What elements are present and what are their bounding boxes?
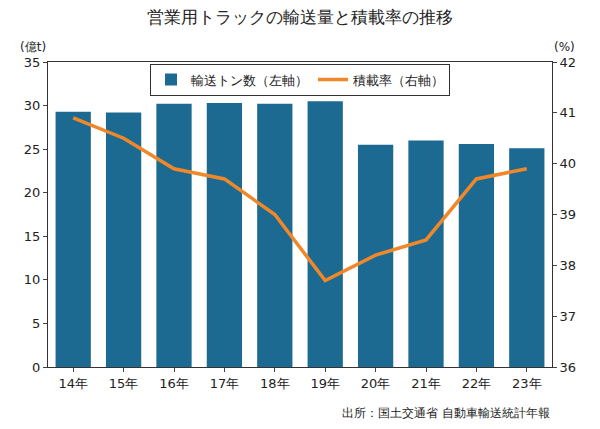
svg-text:40: 40 xyxy=(560,156,577,171)
svg-text:15年: 15年 xyxy=(109,376,139,391)
svg-text:積載率（右軸）: 積載率（右軸） xyxy=(353,73,444,88)
svg-text:39: 39 xyxy=(560,207,577,222)
svg-text:10: 10 xyxy=(24,272,41,287)
svg-text:20年: 20年 xyxy=(361,376,391,391)
svg-text:15: 15 xyxy=(24,229,41,244)
svg-text:38: 38 xyxy=(560,258,577,273)
svg-text:25: 25 xyxy=(24,142,41,157)
svg-text:19年: 19年 xyxy=(310,376,340,391)
svg-text:5: 5 xyxy=(32,316,40,331)
svg-text:18年: 18年 xyxy=(260,376,290,391)
svg-text:23年: 23年 xyxy=(512,376,542,391)
svg-text:14年: 14年 xyxy=(58,376,88,391)
svg-text:36: 36 xyxy=(560,360,577,375)
svg-text:(%): (%) xyxy=(554,40,575,54)
svg-text:20: 20 xyxy=(24,185,41,200)
svg-text:(億t): (億t) xyxy=(20,40,46,54)
svg-text:35: 35 xyxy=(24,55,41,70)
svg-text:0: 0 xyxy=(32,360,40,375)
svg-text:21年: 21年 xyxy=(411,376,441,391)
svg-text:16年: 16年 xyxy=(159,376,189,391)
svg-text:出所：国土交通省 自動車輸送統計年報: 出所：国土交通省 自動車輸送統計年報 xyxy=(342,406,550,420)
svg-text:輸送トン数（左軸）: 輸送トン数（左軸） xyxy=(191,73,308,88)
svg-text:営業用トラックの輸送量と積載率の推移: 営業用トラックの輸送量と積載率の推移 xyxy=(147,7,453,27)
svg-text:41: 41 xyxy=(560,105,577,120)
svg-text:37: 37 xyxy=(560,309,577,324)
svg-text:42: 42 xyxy=(560,55,577,70)
svg-text:30: 30 xyxy=(24,98,41,113)
svg-text:22年: 22年 xyxy=(462,376,492,391)
svg-text:17年: 17年 xyxy=(210,376,240,391)
